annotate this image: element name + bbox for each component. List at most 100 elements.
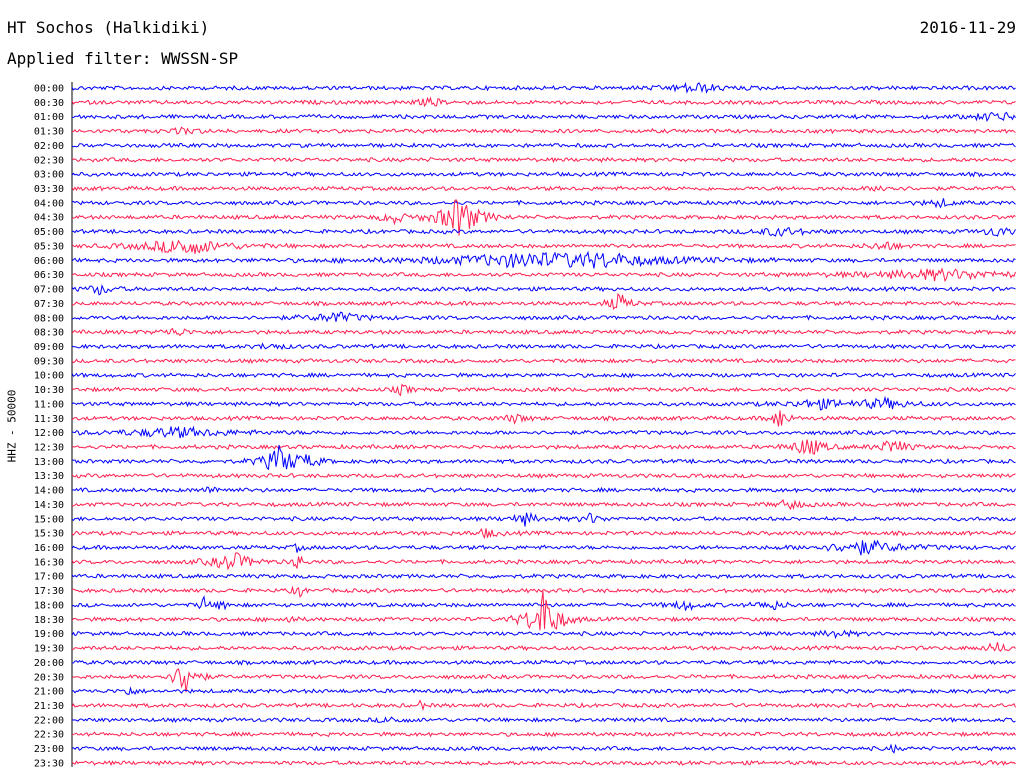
- trace-1530: [71, 527, 1016, 540]
- trace-1930: [71, 642, 1016, 652]
- time-label: 01:00: [34, 112, 64, 123]
- time-label: 06:30: [34, 270, 64, 281]
- trace-0300: [71, 171, 1016, 178]
- trace-1130: [71, 410, 1016, 427]
- time-label: 15:30: [34, 529, 64, 540]
- time-label: 17:30: [34, 586, 64, 597]
- trace-0430: [71, 199, 1016, 236]
- trace-0130: [71, 126, 1016, 136]
- trace-0700: [71, 284, 1016, 296]
- time-label: 23:30: [34, 758, 64, 769]
- trace-1600: [71, 539, 1016, 556]
- trace-0230: [71, 156, 1016, 164]
- time-label: 08:00: [34, 313, 64, 324]
- trace-1300: [71, 444, 1016, 471]
- time-label: 16:00: [34, 543, 64, 554]
- time-label: 17:00: [34, 572, 64, 583]
- trace-1030: [71, 383, 1016, 397]
- filter-label: Applied filter: WWSSN-SP: [7, 49, 239, 68]
- time-label: 05:30: [34, 241, 64, 252]
- trace-2200: [71, 716, 1016, 724]
- trace-1730: [71, 585, 1016, 598]
- time-label: 16:30: [34, 557, 64, 568]
- time-label: 22:30: [34, 730, 64, 741]
- time-label: 05:00: [34, 227, 64, 238]
- trace-1330: [71, 472, 1016, 479]
- trace-1630: [71, 552, 1016, 571]
- seismic-traces: [71, 81, 1016, 767]
- trace-1830: [71, 591, 1016, 631]
- trace-0500: [71, 227, 1016, 237]
- time-labels: 00:00 00:30 01:00 01:30 02:00 02:30 03:00 03:30…: [34, 84, 64, 770]
- trace-0830: [71, 327, 1016, 337]
- time-label: 02:00: [34, 141, 64, 152]
- time-label: 07:00: [34, 285, 64, 296]
- time-label: 02:30: [34, 155, 64, 166]
- trace-0630: [71, 267, 1016, 283]
- station-title: HT Sochos (Halkidiki): [7, 18, 210, 37]
- time-label: 12:30: [34, 443, 64, 454]
- trace-0000: [71, 81, 1016, 94]
- trace-1400: [71, 486, 1016, 494]
- time-label: 06:00: [34, 256, 64, 267]
- time-label: 11:30: [34, 414, 64, 425]
- time-label: 04:30: [34, 213, 64, 224]
- trace-0530: [71, 239, 1016, 254]
- time-label: 14:00: [34, 486, 64, 497]
- trace-0930: [71, 357, 1016, 364]
- time-label: 08:30: [34, 328, 64, 339]
- record-date: 2016-11-29: [919, 18, 1016, 37]
- trace-1200: [71, 425, 1016, 439]
- time-label: 09:00: [34, 342, 64, 353]
- trace-1100: [71, 395, 1016, 411]
- time-label: 21:00: [34, 687, 64, 698]
- trace-0330: [71, 185, 1016, 192]
- trace-2000: [71, 659, 1016, 666]
- time-label: 14:30: [34, 500, 64, 511]
- time-label: 23:00: [34, 744, 64, 755]
- trace-0730: [72, 292, 1016, 310]
- trace-0100: [71, 111, 1016, 122]
- trace-0030: [71, 96, 1016, 108]
- time-label: 03:00: [34, 170, 64, 181]
- time-label: 00:30: [34, 98, 64, 109]
- time-label: 22:00: [34, 715, 64, 726]
- trace-1000: [71, 371, 1016, 379]
- trace-2230: [71, 730, 1016, 738]
- trace-2300: [71, 743, 1016, 754]
- trace-2130: [71, 699, 1016, 712]
- trace-2330: [71, 759, 1016, 767]
- time-label: 09:30: [34, 356, 64, 367]
- trace-1230: [71, 439, 1016, 455]
- trace-0600: [71, 250, 1016, 269]
- time-label: 03:30: [34, 184, 64, 195]
- time-label: 20:00: [34, 658, 64, 669]
- time-label: 11:00: [34, 399, 64, 410]
- time-label: 19:30: [34, 644, 64, 655]
- trace-2030: [71, 668, 1016, 693]
- trace-1900: [71, 629, 1016, 640]
- time-label: 01:30: [34, 127, 64, 138]
- trace-1500: [71, 511, 1016, 527]
- time-label: 18:00: [34, 600, 64, 611]
- time-label: 10:30: [34, 385, 64, 396]
- time-label: 20:30: [34, 672, 64, 683]
- time-label: 21:30: [34, 701, 64, 712]
- time-label: 15:00: [34, 514, 64, 525]
- time-label: 18:30: [34, 615, 64, 626]
- time-label: 00:00: [34, 84, 64, 95]
- trace-0900: [71, 342, 1016, 351]
- time-label: 10:00: [34, 371, 64, 382]
- time-label: 04:00: [34, 198, 64, 209]
- trace-0800: [71, 311, 1016, 323]
- time-label: 13:00: [34, 457, 64, 468]
- trace-2100: [71, 686, 1016, 696]
- time-label: 07:30: [34, 299, 64, 310]
- trace-0200: [71, 142, 1016, 149]
- time-label: 12:00: [34, 428, 64, 439]
- trace-0400: [71, 198, 1016, 209]
- time-label: 13:30: [34, 471, 64, 482]
- time-label: 19:00: [34, 629, 64, 640]
- trace-1700: [71, 573, 1016, 580]
